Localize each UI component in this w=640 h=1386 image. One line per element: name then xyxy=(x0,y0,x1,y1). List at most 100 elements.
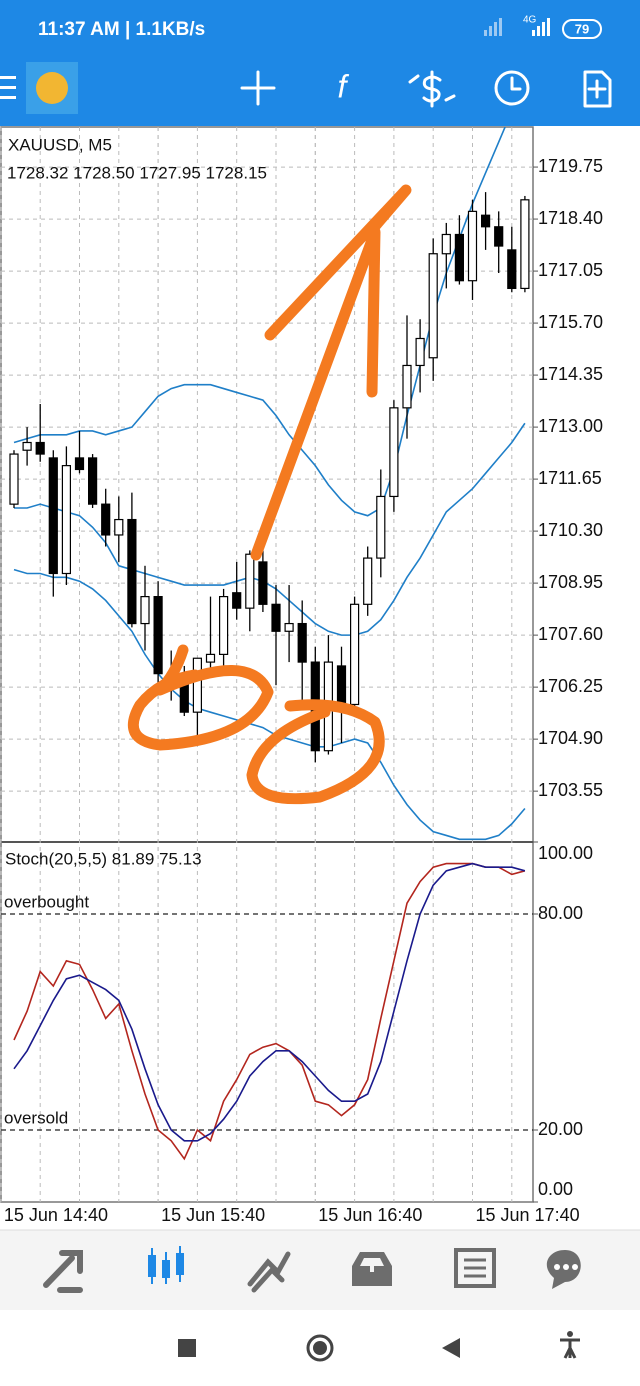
y-tick-label: 1719.75 xyxy=(538,156,603,176)
y-tick-label: 80.00 xyxy=(538,903,583,923)
y-tick-label: 1718.40 xyxy=(538,208,603,228)
price-plot xyxy=(9,127,530,841)
tab-history[interactable] xyxy=(352,1252,392,1286)
band-line xyxy=(13,127,506,517)
app-bar xyxy=(0,0,640,126)
y-tick-label: 100.00 xyxy=(538,843,593,863)
candle-body xyxy=(389,407,399,498)
nav-home-dot xyxy=(313,1341,327,1355)
ohlc-label: 1728.32 1728.50 1727.95 1728.15 xyxy=(7,163,267,182)
candle-body xyxy=(232,592,242,609)
candle-body xyxy=(297,622,307,663)
candle-body xyxy=(205,653,216,663)
band-line xyxy=(13,568,526,841)
candle-body xyxy=(376,495,386,559)
app-logo-mark xyxy=(36,72,68,104)
candle-body xyxy=(415,337,425,367)
candle-body xyxy=(140,596,150,625)
candle-body xyxy=(350,603,360,706)
nav-recents[interactable] xyxy=(178,1339,196,1357)
candle-body xyxy=(22,441,32,451)
nav-home[interactable] xyxy=(306,1334,334,1362)
candle-body xyxy=(271,603,281,632)
level-label: overbought xyxy=(4,892,89,911)
tab-chart[interactable] xyxy=(148,1246,184,1284)
battery-level: 79 xyxy=(575,21,589,36)
candle-body xyxy=(454,233,464,282)
menu-button[interactable] xyxy=(0,76,16,99)
arrow-annotation xyxy=(250,184,412,561)
candle-body xyxy=(402,364,412,409)
trade-button[interactable] xyxy=(408,70,456,108)
tab-news[interactable] xyxy=(454,1248,496,1288)
y-tick-label: 1703.55 xyxy=(538,780,603,800)
crosshair-button[interactable] xyxy=(240,70,276,106)
status-time: 11:37 AM | 1.1KB/s xyxy=(38,19,205,40)
y-tick-label: 1706.25 xyxy=(538,676,603,696)
candle-body xyxy=(101,503,111,536)
candle-body xyxy=(9,453,19,505)
y-tick-label: 1711.65 xyxy=(538,468,602,488)
band-line xyxy=(14,422,526,636)
network-type: 4G xyxy=(523,15,537,26)
candle-body xyxy=(363,557,373,605)
candle-body xyxy=(61,465,72,575)
candle-body xyxy=(467,210,478,282)
candle-body xyxy=(507,249,517,290)
stoch-line xyxy=(13,862,526,1142)
nav-back[interactable] xyxy=(442,1338,460,1358)
stoch-label: Stoch(20,5,5) 81.89 75.13 xyxy=(5,849,202,868)
tab-news-lines xyxy=(464,1258,486,1278)
candle-body xyxy=(336,665,347,706)
stoch-plot xyxy=(13,862,526,1161)
y-tick-label: 1704.90 xyxy=(538,728,603,748)
candle-body xyxy=(87,457,98,505)
y-tick-label: 1714.35 xyxy=(538,364,603,384)
tab-trade[interactable] xyxy=(247,1251,291,1293)
tab-quotes[interactable] xyxy=(43,1250,83,1293)
candle-body xyxy=(428,253,438,359)
candle-body xyxy=(35,441,45,455)
circle-annotation-2 xyxy=(246,699,385,805)
candle-body xyxy=(258,561,268,605)
tab-chat[interactable] xyxy=(546,1250,581,1289)
y-tick-label: 1710.30 xyxy=(538,520,603,540)
candle-body xyxy=(114,518,124,536)
candle-body xyxy=(520,199,530,290)
candle-body xyxy=(192,657,202,713)
period-hands xyxy=(510,76,522,91)
battery-icon xyxy=(562,19,602,39)
y-tick-label: 1708.95 xyxy=(538,572,603,592)
period-button[interactable] xyxy=(494,70,530,106)
candle-body xyxy=(441,233,451,255)
y-tick-label: 1715.70 xyxy=(538,312,603,332)
y-tick-label: 20.00 xyxy=(538,1119,583,1139)
candle-body xyxy=(245,553,255,609)
candle-body xyxy=(74,457,85,471)
stoch-line xyxy=(13,862,526,1161)
tab-bar xyxy=(0,1230,640,1310)
candle-body xyxy=(127,518,137,625)
x-tick-label: 15 Jun 15:40 xyxy=(161,1205,265,1225)
y-tick-label: 1707.60 xyxy=(538,624,603,644)
symbol-label: XAUUSD, M5 xyxy=(8,135,112,154)
candle-body xyxy=(494,226,504,247)
y-tick-label: 1713.00 xyxy=(538,416,603,436)
tab-chat-dots xyxy=(554,1264,578,1270)
x-tick-label: 15 Jun 14:40 xyxy=(4,1205,108,1225)
x-tick-label: 15 Jun 17:40 xyxy=(476,1205,580,1225)
signal-icon-2 xyxy=(484,18,502,36)
candle-body xyxy=(153,596,163,675)
candle-body xyxy=(481,214,491,228)
nav-accessibility[interactable] xyxy=(560,1338,580,1359)
candle-body xyxy=(48,457,58,575)
new-order-button[interactable] xyxy=(583,70,612,108)
nav-accessibility-head xyxy=(567,1331,573,1337)
y-tick-label: 0.00 xyxy=(538,1179,573,1199)
circle-annotation-1 xyxy=(127,644,274,751)
level-label: oversold xyxy=(4,1108,68,1127)
candle-body xyxy=(284,622,294,632)
signal-icon xyxy=(532,18,550,36)
